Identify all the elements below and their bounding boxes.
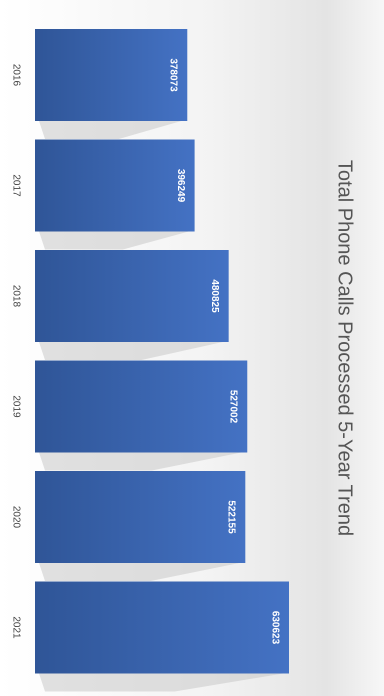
chart-title: Total Phone Calls Processed 5-Year Trend — [334, 160, 356, 536]
bar-2021 — [35, 581, 289, 674]
value-label-2016: 378073 — [168, 58, 179, 92]
category-label-2017: 2017 — [10, 174, 21, 197]
category-label-2019: 2019 — [10, 395, 21, 418]
value-label-2021: 630623 — [269, 611, 280, 645]
bar-shadow-2017 — [39, 231, 189, 250]
category-label-2020: 2020 — [10, 506, 21, 529]
bar-2020 — [35, 471, 246, 563]
bar-2017 — [35, 139, 195, 232]
value-label-2019: 527002 — [228, 390, 239, 424]
bar-2018 — [35, 250, 229, 342]
bar-shadows — [39, 121, 283, 692]
category-label-2016: 2016 — [10, 64, 21, 87]
bar-shadow-2018 — [39, 342, 223, 360]
category-label-2021: 2021 — [10, 616, 21, 639]
bar-2019 — [35, 360, 248, 453]
labels: 378073 2016 396249 2017 480825 2018 527002 2019… — [10, 58, 280, 644]
bar-shadow-2019 — [39, 452, 242, 471]
bar-shadow-2016 — [39, 121, 182, 139]
bar-shadow-2021 — [39, 673, 283, 692]
value-label-2017: 396249 — [175, 169, 186, 203]
bars — [35, 29, 289, 674]
category-label-2018: 2018 — [10, 285, 21, 308]
value-label-2020: 522155 — [226, 500, 237, 534]
bar-2016 — [35, 29, 188, 121]
value-label-2018: 480825 — [209, 279, 220, 313]
bar-shadow-2020 — [39, 563, 240, 581]
